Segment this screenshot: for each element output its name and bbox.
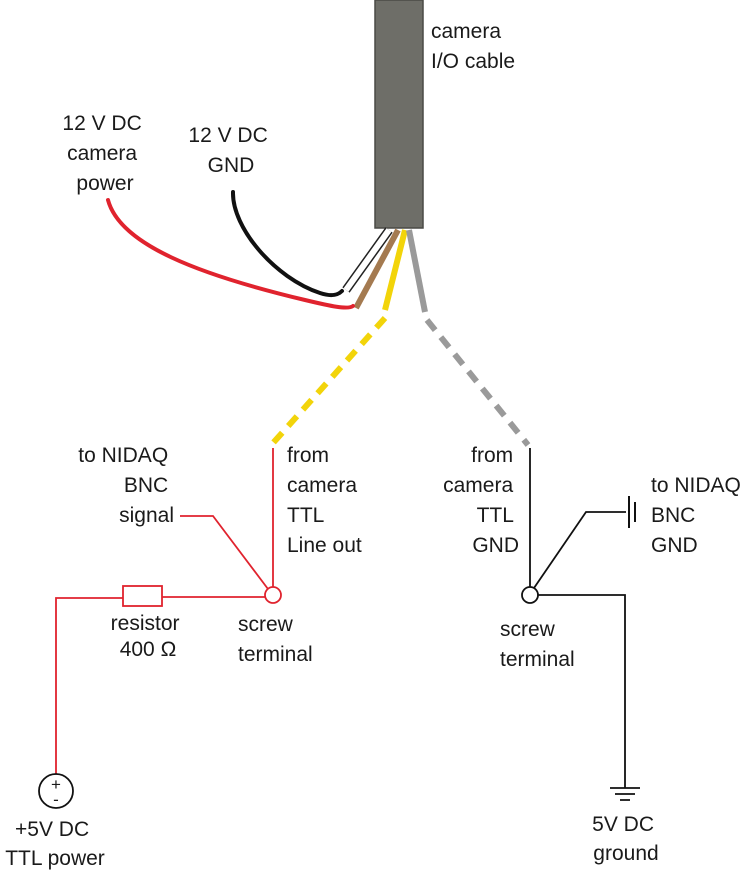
screw-terminal-left-label: screw terminal (238, 613, 313, 666)
gray-wire-dashed (424, 318, 531, 447)
camera-cable-label: camera I/O cable (431, 20, 515, 73)
ground-symbol (610, 787, 640, 801)
ttl-gnd-line-3: TTL (477, 504, 514, 527)
camera-power-wire (106, 198, 355, 310)
screw-terminal-right-label: screw terminal (500, 618, 575, 671)
screw-terminal-left (264, 586, 282, 604)
ttl-gnd-line-4: GND (472, 534, 519, 557)
ground-5v-line-1: 5V DC (592, 813, 654, 836)
screw-right-line-1: screw (500, 618, 556, 641)
screw-right-line-2: terminal (500, 648, 575, 671)
power-12v-line-1: 12 V DC (62, 112, 141, 135)
to-nidaq-gnd-line-2: BNC (651, 504, 695, 527)
ground-5v-line-2: ground (593, 842, 658, 865)
to-nidaq-gnd-line-1: to NIDAQ (651, 474, 741, 497)
nidaq-gnd-wire (533, 511, 626, 589)
ttl-power-line-2: TTL power (5, 847, 105, 870)
to-nidaq-gnd-line-3: GND (651, 534, 698, 557)
camera-io-cable-body (374, 0, 424, 229)
power-12v-line-3: power (76, 172, 133, 195)
ttl-power-source (38, 773, 74, 809)
ground-5v-label: 5V DC ground (592, 813, 660, 865)
power-12v-label: 12 V DC camera power (62, 112, 147, 195)
screw-left-line-1: screw (238, 613, 294, 636)
ttl-out-line-4: Line out (287, 534, 362, 557)
to-nidaq-signal-line-2: BNC (124, 474, 168, 497)
yellow-wire (382, 229, 408, 311)
ttl-gnd-line-1: from (471, 444, 513, 467)
resistor-line-1: resistor (111, 612, 180, 635)
power-12v-line-2: camera (67, 142, 137, 165)
yellow-wire-dashed (270, 315, 388, 446)
ttl-out-line-1: from (287, 444, 329, 467)
brown-wire (353, 228, 401, 310)
ttl-out-line-3: TTL (287, 504, 324, 527)
camera-gnd-wire (230, 190, 344, 298)
ttl-gnd-line-2: camera (443, 474, 513, 497)
nidaq-signal-wire (180, 515, 269, 590)
from-camera-ttl-gnd-label: from camera TTL GND (443, 444, 519, 557)
from-camera-ttl-out-label: from camera TTL Line out (287, 444, 363, 557)
gnd-12v-line-2: GND (208, 154, 255, 177)
resistor-line-2: 400 Ω (120, 638, 177, 661)
gnd-12v-line-1: 12 V DC (188, 124, 267, 147)
ttl-power-line-1: +5V DC (15, 818, 89, 841)
white-wire-inner (343, 228, 392, 292)
to-nidaq-signal-label: to NIDAQ BNC signal (78, 444, 174, 527)
camera-cable-line-2: I/O cable (431, 50, 515, 73)
screw-left-line-2: terminal (238, 643, 313, 666)
gnd-12v-label: 12 V DC GND (188, 124, 273, 177)
ttl-power-label: +5V DC TTL power (5, 818, 105, 870)
ttl-power-wire (55, 597, 123, 774)
screw-terminal-right (521, 586, 539, 604)
ttl-out-line-2: camera (287, 474, 357, 497)
resistor-label: resistor 400 Ω (111, 612, 186, 661)
gray-wire (406, 229, 428, 313)
to-nidaq-gnd-label: to NIDAQ BNC GND (651, 474, 747, 557)
ground-5v-wire (538, 594, 626, 788)
camera-cable-line-1: camera (431, 20, 501, 43)
source-minus-sign: - (53, 790, 59, 809)
to-nidaq-signal-line-3: signal (119, 504, 174, 527)
source-plus-sign: + (51, 775, 61, 794)
resistor (122, 585, 163, 607)
to-nidaq-signal-line-1: to NIDAQ (78, 444, 168, 467)
